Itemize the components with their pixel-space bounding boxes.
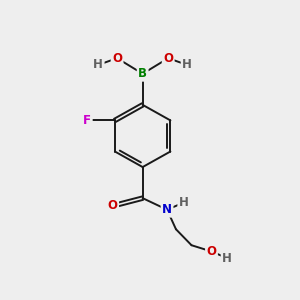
Text: H: H bbox=[179, 196, 189, 209]
Text: O: O bbox=[112, 52, 122, 65]
Text: B: B bbox=[138, 67, 147, 80]
Text: H: H bbox=[93, 58, 103, 71]
Text: H: H bbox=[182, 58, 192, 71]
Text: N: N bbox=[162, 203, 172, 216]
Text: O: O bbox=[108, 200, 118, 212]
Text: O: O bbox=[163, 52, 173, 65]
Text: O: O bbox=[206, 245, 217, 258]
Text: H: H bbox=[222, 252, 232, 265]
Text: F: F bbox=[83, 114, 91, 127]
